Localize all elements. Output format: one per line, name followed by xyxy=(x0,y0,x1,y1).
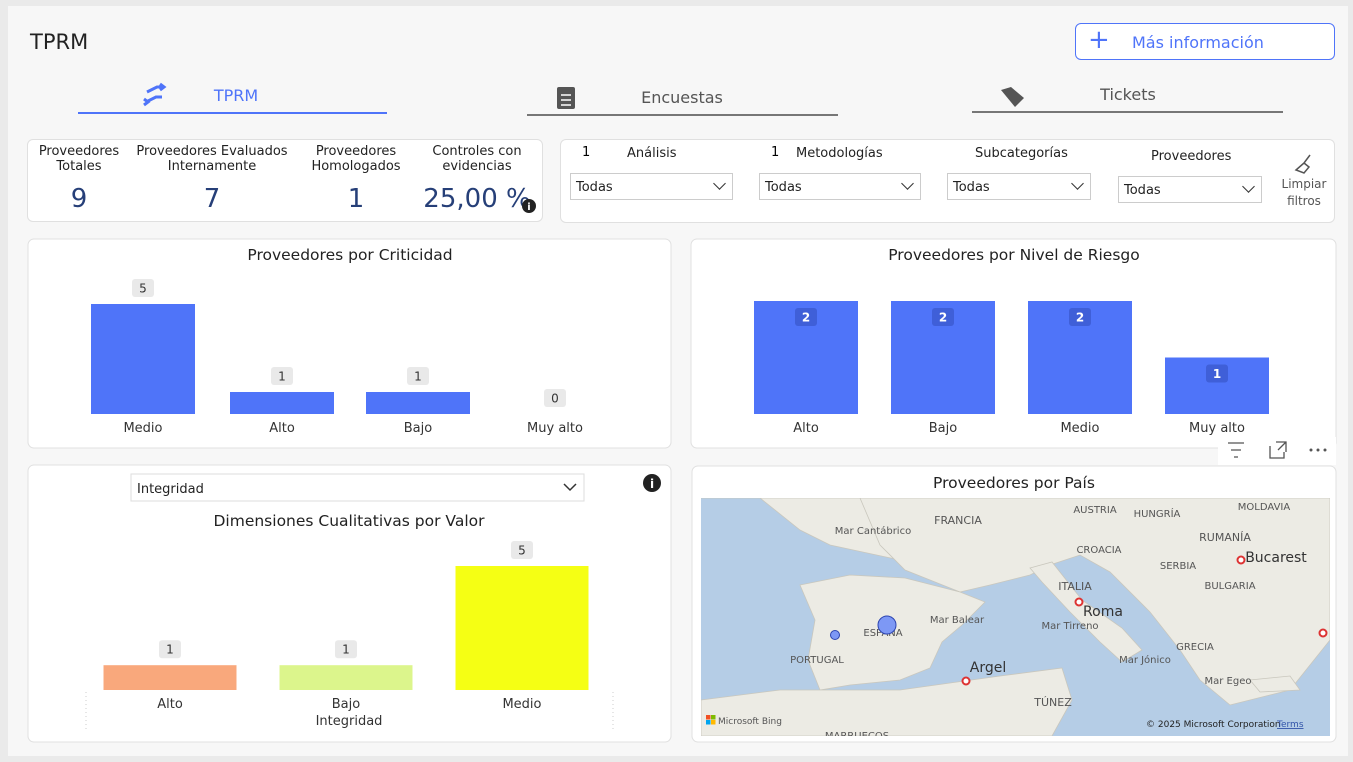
kpi-label: Proveedores Evaluados Internamente xyxy=(132,144,292,182)
dropdown-value: Todas xyxy=(576,180,613,195)
kpi-value: 7 xyxy=(132,184,292,214)
clear-filters[interactable]: Limpiar filtros xyxy=(1278,176,1330,210)
kpi: Proveedores Homologados1 xyxy=(306,144,406,214)
kpi-value: 1 xyxy=(306,184,406,214)
filter-label: Análisis xyxy=(627,146,676,161)
kpi: Proveedores Evaluados Internamente7 xyxy=(132,144,292,214)
filter-label: Proveedores xyxy=(1151,149,1231,164)
page xyxy=(8,6,1348,756)
chevron xyxy=(1242,180,1255,193)
filter-count: 1 xyxy=(582,145,590,160)
page-title: TPRM xyxy=(30,30,88,54)
plus-icon: + xyxy=(1088,26,1110,54)
chevron xyxy=(901,177,914,190)
filter-dropdown[interactable]: Todas xyxy=(570,173,733,200)
chevron xyxy=(713,177,726,190)
filter-label: Metodologías xyxy=(796,146,883,161)
filter-count: 1 xyxy=(771,145,779,160)
more-info-button[interactable]: + Más información xyxy=(1075,23,1335,60)
kpi-label: Proveedores Homologados xyxy=(306,144,406,182)
kpi: Controles con evidencias25,00 % xyxy=(422,144,532,214)
kpi: Proveedores Totales9 xyxy=(34,144,124,214)
filter-dropdown[interactable]: Todas xyxy=(947,173,1091,200)
dropdown-value: Todas xyxy=(953,180,990,195)
chevron xyxy=(1071,177,1084,190)
button-label: Más información xyxy=(1132,33,1264,52)
kpi-value: 9 xyxy=(34,184,124,214)
filter-dropdown[interactable]: Todas xyxy=(1118,176,1262,203)
kpi-label: Controles con evidencias xyxy=(422,144,532,182)
kpi-label: Proveedores Totales xyxy=(34,144,124,182)
filter-label: Subcategorías xyxy=(975,146,1068,161)
dropdown-value: Todas xyxy=(765,180,802,195)
kpi-value: 25,00 % xyxy=(422,184,532,214)
dropdown-value: Todas xyxy=(1124,183,1161,198)
filter-dropdown[interactable]: Todas xyxy=(759,173,921,200)
